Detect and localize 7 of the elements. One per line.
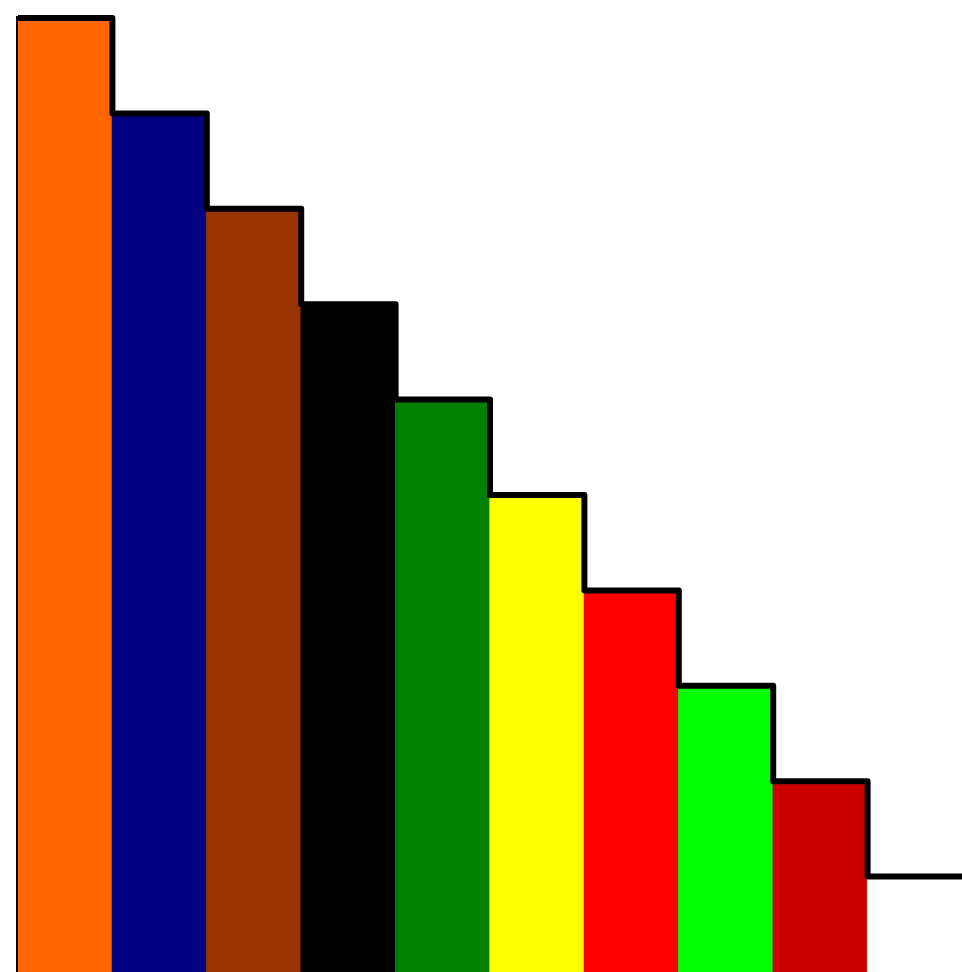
bar xyxy=(111,112,208,972)
bar xyxy=(772,780,869,972)
bar xyxy=(394,398,491,972)
bar xyxy=(489,494,586,972)
bar xyxy=(206,208,302,972)
bar xyxy=(583,589,680,972)
bar xyxy=(678,685,774,972)
